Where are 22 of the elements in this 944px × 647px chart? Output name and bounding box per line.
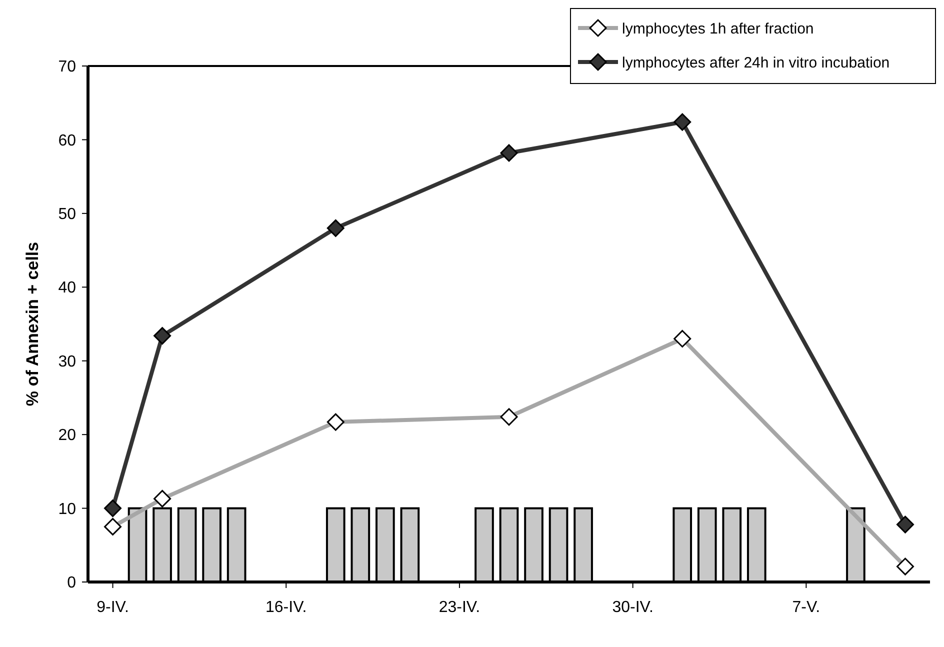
point: [154, 327, 172, 345]
y-tick-label: 70: [58, 58, 76, 76]
x-tick-label: 9-IV.: [96, 599, 129, 616]
y-tick-label: 30: [58, 353, 76, 370]
x-tick-label: 16-IV.: [266, 599, 307, 616]
point: [896, 516, 914, 534]
point: [326, 219, 344, 237]
legend-label: lymphocytes 1h after fraction: [622, 20, 814, 38]
y-axis-title: % of Annexin + cells: [23, 242, 42, 406]
y-tick-label: 20: [58, 427, 76, 444]
y-tick-label: 60: [58, 132, 76, 150]
x-tick-label: 7-V.: [792, 599, 820, 616]
y-tick-label: 10: [58, 500, 76, 518]
legend-label: lymphocytes after 24h in vitro incubation: [622, 54, 890, 72]
point: [104, 500, 122, 518]
y-tick-label: 40: [58, 280, 76, 297]
y-tick-label: 0: [67, 574, 76, 592]
point: [500, 144, 518, 162]
x-tick-label: 30-IV.: [612, 599, 654, 616]
y-tick-label: 50: [58, 206, 76, 224]
x-tick-label: 23-IV.: [438, 599, 480, 616]
point: [674, 113, 692, 131]
